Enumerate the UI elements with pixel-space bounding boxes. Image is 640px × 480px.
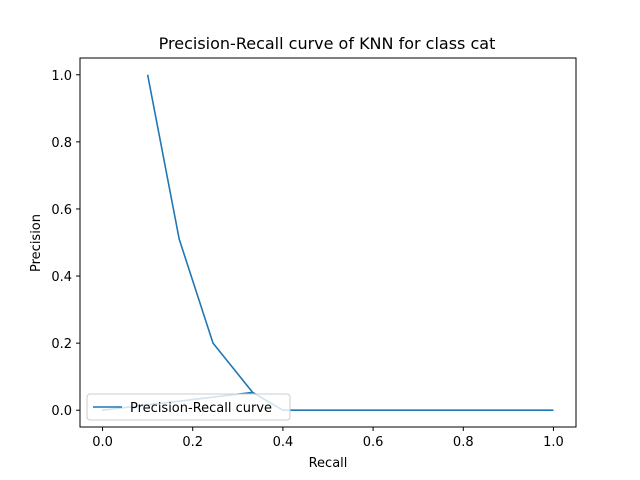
x-tick-label-0: 0.0 — [92, 435, 113, 450]
axes-frame — [79, 57, 577, 428]
legend-label: Precision-Recall curve — [130, 401, 272, 416]
y-axis-ticks: 0.0 0.2 0.4 0.6 0.8 1.0 — [51, 69, 80, 419]
chart-title: Precision-Recall curve of KNN for class … — [159, 34, 496, 53]
y-axis-label: Precision — [29, 214, 44, 272]
y-tick-label-3: 0.6 — [51, 203, 72, 218]
plot-area — [101, 74, 554, 412]
series-line-0 — [101, 74, 554, 412]
legend-box — [86, 393, 291, 421]
y-tick-label-4: 0.8 — [51, 136, 72, 151]
x-tick-label-3: 0.6 — [363, 435, 384, 450]
legend: Precision-Recall curve — [86, 393, 291, 421]
y-tick-label-1: 0.2 — [51, 337, 72, 352]
y-tick-label-0: 0.0 — [51, 404, 72, 419]
x-axis-ticks: 0.0 0.2 0.4 0.6 0.8 1.0 — [92, 427, 564, 450]
x-tick-label-2: 0.4 — [273, 435, 294, 450]
y-tick-label-5: 1.0 — [51, 69, 72, 84]
x-tick-label-4: 0.8 — [453, 435, 474, 450]
x-axis-label: Recall — [309, 456, 348, 471]
x-tick-label-1: 0.2 — [182, 435, 203, 450]
y-tick-label-2: 0.4 — [51, 270, 72, 285]
x-tick-label-5: 1.0 — [543, 435, 564, 450]
